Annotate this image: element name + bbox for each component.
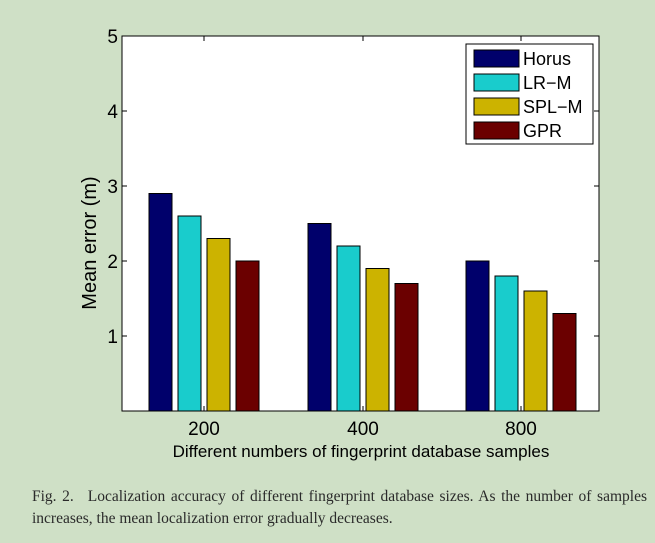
bar-splm-400 <box>365 268 390 412</box>
y-tick-label: 1 <box>107 327 118 348</box>
bar-gpr-400 <box>394 283 419 412</box>
bars-group <box>148 193 577 412</box>
legend: Horus LR−M SPL−M GPR <box>465 43 594 145</box>
bar-lrm-800 <box>494 275 519 412</box>
y-tick-label: 4 <box>107 102 118 123</box>
bar-splm-800 <box>523 290 548 412</box>
bar-lrm-400 <box>336 245 361 412</box>
legend-label: LR−M <box>523 73 572 93</box>
bar-gpr-200 <box>235 260 260 412</box>
x-tick-label: 800 <box>505 419 537 440</box>
legend-label: SPL−M <box>523 97 583 117</box>
y-axis-label: Mean error (m) <box>79 176 101 309</box>
bar-lrm-200 <box>177 215 202 412</box>
bar-horus-200 <box>148 193 173 412</box>
legend-swatch <box>473 121 520 140</box>
x-tick-label: 400 <box>347 419 379 440</box>
legend-swatch <box>473 73 520 92</box>
ticks-group: 1 2 3 4 5 200 400 800 <box>107 27 599 440</box>
plot-frame <box>121 35 600 412</box>
bar-chart: 1 2 3 4 5 200 400 800 Mean error (m) Different … <box>79 27 600 461</box>
bar-splm-200 <box>206 238 231 412</box>
bar-horus-400 <box>307 223 332 412</box>
y-tick-label: 2 <box>107 252 118 273</box>
legend-label: GPR <box>523 121 562 141</box>
caption-text: Localization accuracy of different finge… <box>32 488 647 527</box>
y-tick-label: 3 <box>107 177 118 198</box>
figure-label: Fig. 2. <box>32 488 74 505</box>
x-tick-label: 200 <box>188 419 220 440</box>
y-tick-label: 5 <box>107 27 118 48</box>
legend-swatch <box>473 97 520 116</box>
bar-horus-800 <box>465 260 490 412</box>
x-axis-label: Different numbers of fingerprint databas… <box>173 442 550 461</box>
legend-label: Horus <box>523 49 571 69</box>
bar-gpr-800 <box>552 313 577 412</box>
legend-swatch <box>473 49 520 68</box>
figure-caption: Fig. 2. Localization accuracy of differen… <box>32 486 647 530</box>
